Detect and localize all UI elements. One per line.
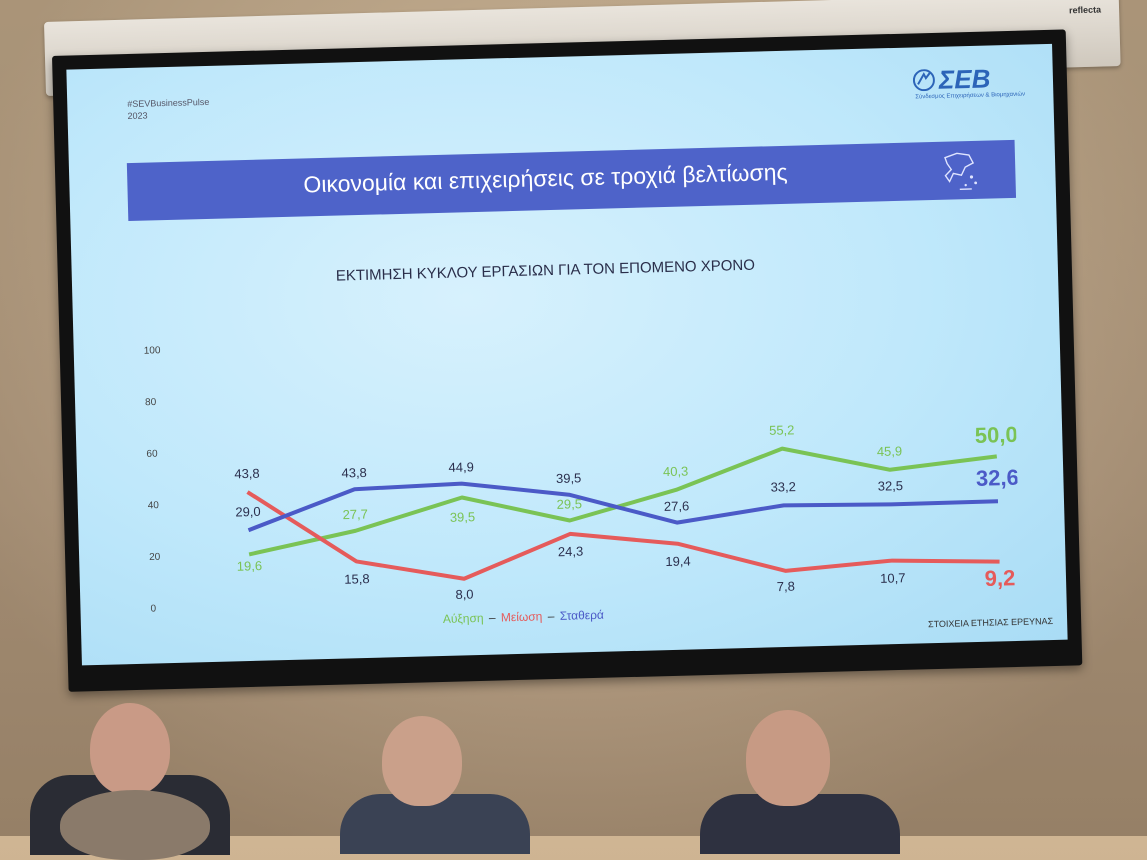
data-label-Σταθερά: 29,0 bbox=[235, 504, 261, 520]
sev-logo-subtitle: Σύνδεσμος Επιχειρήσεων & Βιομηχανιών bbox=[915, 91, 1026, 101]
data-label-Σταθερά: 33,2 bbox=[770, 479, 796, 495]
person-center bbox=[330, 712, 530, 854]
data-label-Μείωση: 24,3 bbox=[558, 544, 584, 560]
x-tick-label: 2022 bbox=[881, 603, 906, 616]
slide: #SEVBusinessPulse 2023 ΣΕΒ Σύνδεσμος Επι… bbox=[66, 43, 1068, 666]
data-label-Μείωση: 10,7 bbox=[880, 570, 906, 586]
series-line-1 bbox=[246, 490, 1000, 581]
data-label-Μείωση: 43,8 bbox=[234, 466, 260, 482]
y-tick-label: 100 bbox=[144, 345, 161, 356]
greece-map-icon bbox=[944, 152, 978, 190]
data-label-Μείωση: 7,8 bbox=[777, 579, 795, 594]
sev-logo-icon bbox=[912, 69, 935, 92]
line-chart: 0204060801002017201820192020-Α2020-Β2021… bbox=[144, 345, 1019, 619]
x-tick-label: 2021 bbox=[774, 606, 799, 619]
y-tick-label: 0 bbox=[150, 603, 156, 614]
data-label-Αύξηση: 50,0 bbox=[975, 422, 1018, 448]
data-label-Μείωση: 15,8 bbox=[344, 571, 370, 587]
data-label-Σταθερά: 43,8 bbox=[341, 465, 367, 481]
legend-separator: – bbox=[547, 609, 555, 624]
data-label-Αύξηση: 39,5 bbox=[450, 509, 476, 525]
sev-logo-text: ΣΕΒ bbox=[938, 63, 991, 95]
x-tick-label: 2020-Β bbox=[662, 608, 698, 618]
series-line-2 bbox=[247, 481, 999, 533]
projection-screen: #SEVBusinessPulse 2023 ΣΕΒ Σύνδεσμος Επι… bbox=[52, 29, 1083, 692]
sev-logo: ΣΕΒ Σύνδεσμος Επιχειρήσεων & Βιομηχανιών bbox=[912, 63, 1026, 106]
data-label-Σταθερά: 32,5 bbox=[878, 478, 904, 494]
data-label-Αύξηση: 27,7 bbox=[342, 506, 368, 522]
person-front-left bbox=[40, 790, 220, 860]
data-label-Αύξηση: 19,6 bbox=[237, 558, 263, 574]
legend-separator: – bbox=[488, 610, 496, 625]
y-tick-label: 40 bbox=[148, 500, 160, 511]
chart-legend: Αύξηση – Μείωση – Σταθερά bbox=[443, 608, 606, 626]
data-label-Αύξηση: 45,9 bbox=[877, 443, 903, 459]
series-line-0 bbox=[248, 446, 998, 557]
slide-hashtag: #SEVBusinessPulse bbox=[127, 96, 210, 110]
legend-item-decrease: Μείωση bbox=[500, 609, 543, 625]
data-label-Μείωση: 19,4 bbox=[665, 553, 691, 569]
person-right bbox=[690, 708, 910, 854]
data-label-Σταθερά: 32,6 bbox=[976, 465, 1019, 491]
x-tick-label: 2023 bbox=[988, 600, 1013, 613]
data-label-Αύξηση: 29,5 bbox=[556, 496, 582, 512]
data-label-Σταθερά: 44,9 bbox=[448, 459, 474, 475]
slide-year: 2023 bbox=[127, 110, 148, 122]
housing-brand: reflecta bbox=[1068, 4, 1102, 16]
data-label-Μείωση: 9,2 bbox=[984, 565, 1015, 591]
data-label-Αύξηση: 55,2 bbox=[769, 422, 795, 438]
source-note: ΣΤΟΙΧΕΙΑ ΕΤΗΣΙΑΣ ΕΡΕΥΝΑΣ bbox=[927, 615, 1054, 630]
data-label-Σταθερά: 27,6 bbox=[664, 498, 690, 514]
y-tick-label: 60 bbox=[146, 449, 158, 460]
data-label-Αύξηση: 40,3 bbox=[663, 464, 689, 480]
slide-hashtag-block: #SEVBusinessPulse 2023 bbox=[127, 96, 210, 122]
x-tick-label: 2018 bbox=[346, 617, 371, 619]
slide-title: Οικονομία και επιχειρήσεις σε τροχιά βελ… bbox=[303, 158, 788, 198]
data-label-Σταθερά: 39,5 bbox=[556, 470, 582, 486]
legend-item-increase: Αύξηση bbox=[442, 610, 484, 626]
title-banner: Οικονομία και επιχειρήσεις σε τροχιά βελ… bbox=[126, 139, 1017, 222]
legend-item-stable: Σταθερά bbox=[559, 607, 605, 623]
y-tick-label: 80 bbox=[145, 397, 157, 408]
data-label-Μείωση: 8,0 bbox=[455, 587, 473, 602]
y-tick-label: 20 bbox=[149, 552, 161, 563]
